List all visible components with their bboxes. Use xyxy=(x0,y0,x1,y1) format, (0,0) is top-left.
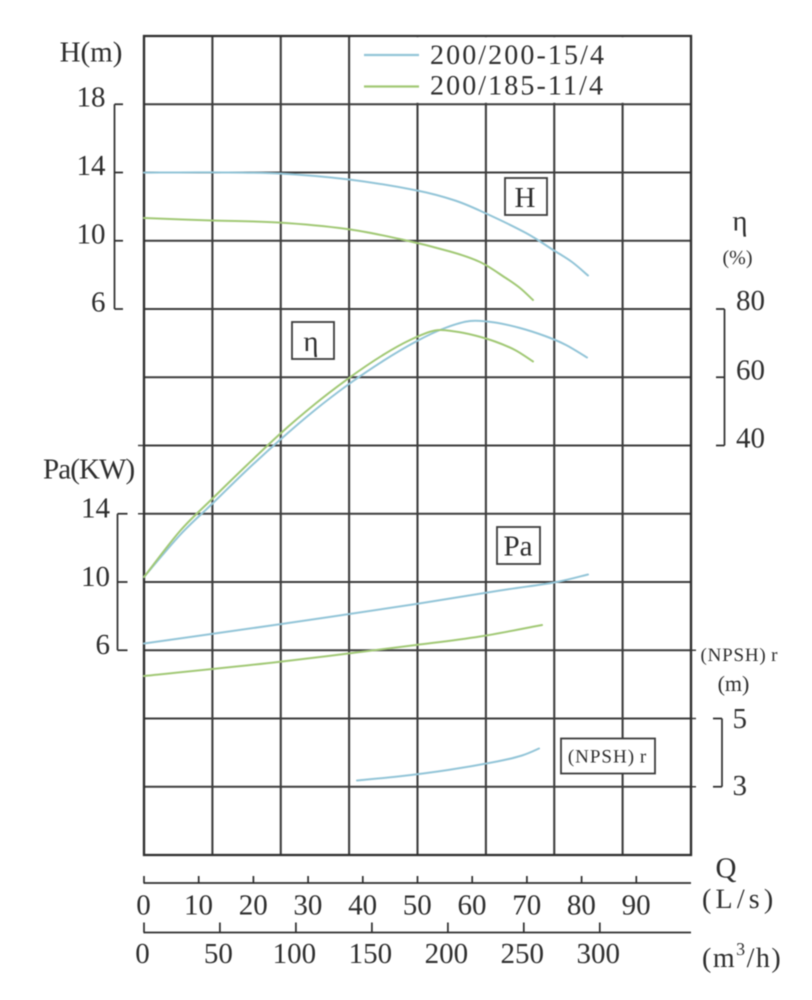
svg-text:3: 3 xyxy=(733,770,748,802)
svg-text:20: 20 xyxy=(239,890,268,922)
svg-text:(m): (m) xyxy=(718,671,750,696)
svg-text:40: 40 xyxy=(736,423,765,455)
svg-text:0: 0 xyxy=(136,890,151,922)
svg-text:Pa(KW): Pa(KW) xyxy=(43,454,134,486)
svg-text:H: H xyxy=(515,182,536,214)
svg-text:(NPSH) r: (NPSH) r xyxy=(568,747,647,768)
svg-text:6: 6 xyxy=(91,287,106,319)
svg-text:80: 80 xyxy=(736,285,765,317)
svg-text:(NPSH) r: (NPSH) r xyxy=(701,645,779,666)
svg-text:200/185-11/4: 200/185-11/4 xyxy=(430,71,605,102)
svg-text:14: 14 xyxy=(81,492,111,524)
svg-text:10: 10 xyxy=(184,890,213,922)
svg-text:0: 0 xyxy=(135,938,150,970)
svg-text:80: 80 xyxy=(567,890,596,922)
svg-text:(L/s): (L/s) xyxy=(702,884,777,915)
svg-text:Pa: Pa xyxy=(504,531,533,563)
svg-text:18: 18 xyxy=(77,82,106,114)
svg-text:40: 40 xyxy=(348,890,377,922)
svg-text:60: 60 xyxy=(736,355,765,387)
svg-text:50: 50 xyxy=(403,890,432,922)
svg-text:100: 100 xyxy=(273,938,317,970)
svg-text:200/200-15/4: 200/200-15/4 xyxy=(430,40,606,71)
svg-text:70: 70 xyxy=(512,890,541,922)
svg-text:10: 10 xyxy=(77,218,106,250)
svg-text:200: 200 xyxy=(425,938,469,970)
svg-text:10: 10 xyxy=(81,561,110,593)
svg-text:5: 5 xyxy=(733,703,748,735)
svg-text:50: 50 xyxy=(204,938,233,970)
svg-text:H(m): H(m) xyxy=(60,37,123,69)
svg-text:30: 30 xyxy=(293,890,322,922)
svg-text:6: 6 xyxy=(96,629,111,661)
svg-text:(%): (%) xyxy=(723,247,753,269)
svg-text:Q: Q xyxy=(716,853,737,885)
svg-text:250: 250 xyxy=(501,938,545,970)
svg-text:150: 150 xyxy=(349,938,393,970)
svg-text:90: 90 xyxy=(622,890,651,922)
svg-text:η: η xyxy=(303,326,318,358)
svg-text:14: 14 xyxy=(77,150,107,182)
svg-text:60: 60 xyxy=(458,890,487,922)
svg-text:300: 300 xyxy=(577,938,621,970)
svg-text:η: η xyxy=(732,206,747,238)
